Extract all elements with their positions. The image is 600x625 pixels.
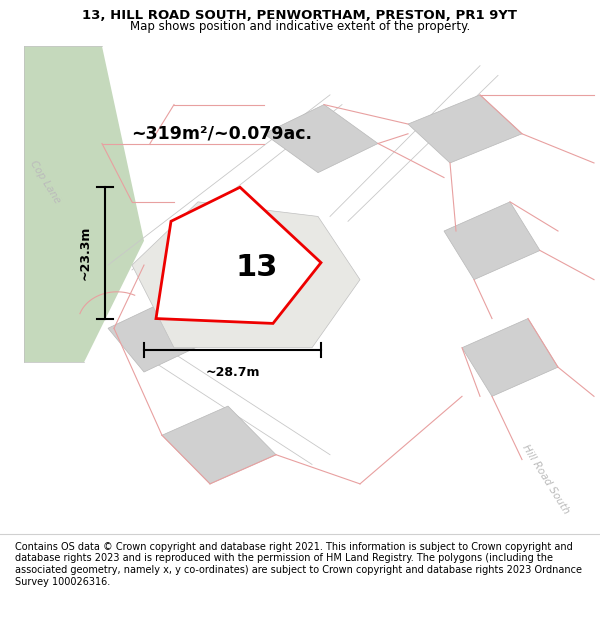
Text: 13: 13: [235, 253, 277, 282]
Polygon shape: [132, 202, 360, 348]
Text: Hill Road South: Hill Road South: [521, 442, 571, 516]
Polygon shape: [108, 294, 216, 372]
Text: Cop Lane: Cop Lane: [28, 159, 62, 206]
Text: ~319m²/~0.079ac.: ~319m²/~0.079ac.: [131, 125, 313, 142]
Polygon shape: [408, 95, 522, 163]
Text: 13, HILL ROAD SOUTH, PENWORTHAM, PRESTON, PR1 9YT: 13, HILL ROAD SOUTH, PENWORTHAM, PRESTON…: [83, 9, 517, 22]
Text: Map shows position and indicative extent of the property.: Map shows position and indicative extent…: [130, 20, 470, 33]
Polygon shape: [162, 406, 276, 484]
Polygon shape: [264, 104, 378, 172]
Text: Contains OS data © Crown copyright and database right 2021. This information is : Contains OS data © Crown copyright and d…: [15, 542, 582, 586]
Polygon shape: [462, 319, 558, 396]
Text: ~23.3m: ~23.3m: [79, 226, 92, 280]
Polygon shape: [156, 188, 321, 323]
Polygon shape: [24, 46, 144, 362]
Text: ~28.7m: ~28.7m: [205, 366, 260, 379]
Polygon shape: [444, 202, 540, 279]
